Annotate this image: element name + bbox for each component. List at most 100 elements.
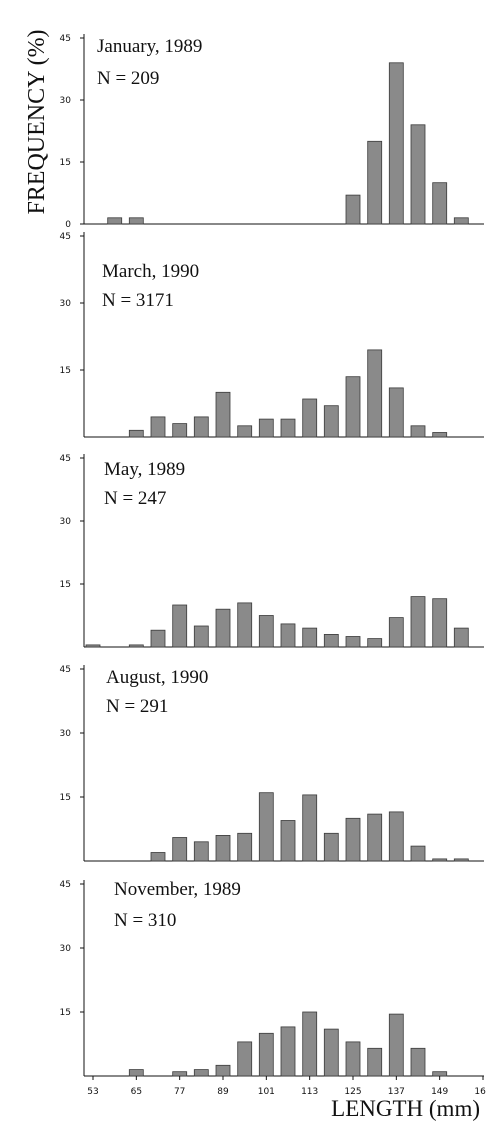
bar <box>453 217 469 225</box>
bar <box>432 598 448 648</box>
x-tick-label: 89 <box>217 1087 229 1097</box>
bar <box>215 608 231 648</box>
bar <box>150 416 166 438</box>
bar <box>367 1047 383 1077</box>
y-tick-label: 15 <box>60 158 71 168</box>
bar <box>388 811 404 862</box>
panel-1: 0 15 30 45 January, 1989 N = 209 <box>60 34 484 230</box>
y-tick-label: 30 <box>60 299 72 309</box>
bar <box>193 1069 209 1077</box>
bar <box>128 1069 144 1077</box>
panel-title: January, 1989 <box>97 36 202 57</box>
bar <box>367 638 383 648</box>
bar <box>280 418 296 438</box>
bar <box>193 841 209 862</box>
y-tick-label: 15 <box>60 1008 71 1018</box>
bar <box>128 429 144 438</box>
bar <box>258 1032 274 1077</box>
bar <box>410 845 426 862</box>
y-tick-label: 30 <box>60 517 72 527</box>
bar <box>85 644 101 648</box>
y-tick-label: 45 <box>60 454 71 464</box>
bar <box>432 1071 448 1077</box>
bar <box>345 636 361 648</box>
bar <box>388 62 404 225</box>
bar <box>258 792 274 862</box>
panel-title: November, 1989 <box>114 879 241 900</box>
bar <box>128 217 144 225</box>
y-tick-label: 30 <box>60 729 72 739</box>
panel-sample-size: N = 310 <box>114 910 176 931</box>
bar <box>323 634 339 648</box>
bar <box>432 182 448 225</box>
bar <box>215 391 231 438</box>
y-axis-label: FREQUENCY (%) <box>24 29 50 214</box>
bar <box>453 627 469 648</box>
bar <box>323 832 339 862</box>
x-tick-label: 113 <box>301 1087 318 1097</box>
y-tick-label: 30 <box>60 944 72 954</box>
bar <box>367 349 383 438</box>
bar <box>280 820 296 862</box>
bar <box>302 1011 318 1077</box>
bar <box>410 1047 426 1077</box>
bar <box>345 817 361 862</box>
bar <box>150 629 166 648</box>
bar <box>237 1041 253 1077</box>
bar <box>150 852 166 862</box>
bar <box>258 615 274 648</box>
panel-sample-size: N = 291 <box>106 696 168 717</box>
bar <box>280 623 296 648</box>
y-tick-label: 45 <box>60 34 71 44</box>
panel-sample-size: N = 3171 <box>102 290 174 311</box>
y-tick-label: 0 <box>65 220 71 230</box>
bar <box>172 1071 188 1077</box>
bar <box>410 596 426 648</box>
bar <box>237 832 253 862</box>
bar <box>345 376 361 438</box>
bar <box>345 194 361 225</box>
bar <box>432 432 448 438</box>
x-tick-label: 161 <box>474 1087 486 1097</box>
y-tick-label: 15 <box>60 793 71 803</box>
bar <box>237 425 253 438</box>
x-tick-label: 53 <box>87 1087 98 1097</box>
bar <box>215 835 231 862</box>
bar <box>280 1026 296 1077</box>
y-tick-label: 30 <box>60 96 72 106</box>
x-tick-label: 65 <box>131 1087 142 1097</box>
panels-group: 0 15 30 45 January, 1989 N = 209 15 30 45 March, … <box>60 34 486 1097</box>
x-tick-label: 77 <box>174 1087 185 1097</box>
panel-sample-size: N = 209 <box>97 68 159 89</box>
y-tick-label: 15 <box>60 366 71 376</box>
bar <box>345 1041 361 1077</box>
bar <box>172 604 188 648</box>
y-tick-label: 15 <box>60 580 71 590</box>
x-tick-label: 125 <box>344 1087 361 1097</box>
bar <box>172 423 188 438</box>
panel-title: May, 1989 <box>104 459 185 480</box>
bar <box>107 217 123 225</box>
bar <box>432 858 448 862</box>
y-tick-label: 45 <box>60 665 71 675</box>
bar <box>323 1028 339 1077</box>
bar <box>410 425 426 438</box>
bar <box>302 794 318 862</box>
bar <box>410 124 426 225</box>
x-axis-label: LENGTH (mm) <box>331 1096 480 1121</box>
x-tick-label: 137 <box>388 1087 405 1097</box>
panel-5: 15 30 45 November, 1989 N = 310 53 65 77 89 101 11… <box>60 879 486 1097</box>
panel-3: 15 30 45 May, 1989 N = 247 <box>60 454 484 648</box>
bar <box>302 627 318 648</box>
bar <box>388 387 404 438</box>
bar <box>128 644 144 648</box>
bar <box>172 837 188 862</box>
bar <box>323 405 339 438</box>
bar <box>453 858 469 862</box>
panel-title: August, 1990 <box>106 667 208 688</box>
panel-title: March, 1990 <box>102 261 199 282</box>
bar <box>367 140 383 225</box>
bar <box>388 617 404 648</box>
panel-4: 15 30 45 August, 1990 N = 291 <box>60 665 484 862</box>
